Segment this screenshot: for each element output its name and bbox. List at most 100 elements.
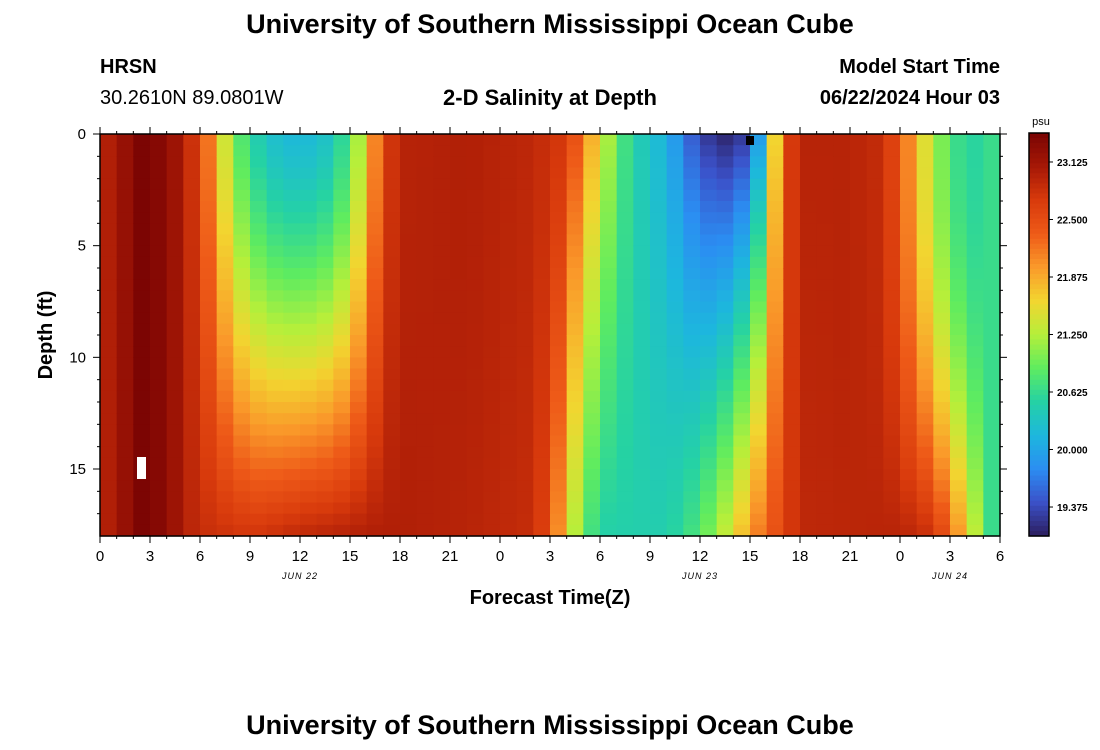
heatmap-cell xyxy=(883,290,901,303)
heatmap-cell xyxy=(266,268,284,280)
heatmap-cell xyxy=(233,379,251,392)
colorbar-segment xyxy=(1029,263,1049,270)
heatmap-cell xyxy=(283,413,301,425)
colorbar-segment xyxy=(1029,344,1049,351)
heatmap-cell xyxy=(283,245,301,258)
heatmap-cell xyxy=(750,167,768,180)
heatmap-cell xyxy=(100,524,118,537)
heatmap-cell xyxy=(383,491,401,504)
heatmap-cell xyxy=(816,145,834,157)
heatmap-cell xyxy=(850,524,868,537)
heatmap-cell xyxy=(883,312,901,325)
heatmap-cell xyxy=(433,256,451,269)
heatmap-cell xyxy=(266,234,284,247)
heatmap-cell xyxy=(983,145,1001,157)
heatmap-cell xyxy=(166,134,184,146)
heatmap-cell xyxy=(700,245,718,258)
heatmap-cell xyxy=(700,446,718,459)
heatmap-cell xyxy=(466,312,484,325)
heatmap-cell xyxy=(950,201,968,213)
heatmap-cell xyxy=(900,156,918,169)
heatmap-cell xyxy=(500,268,518,280)
heatmap-cell xyxy=(216,189,234,202)
colorbar-segment xyxy=(1029,309,1049,315)
heatmap-cell xyxy=(100,156,118,169)
heatmap-cell xyxy=(433,524,451,537)
heatmap-cell xyxy=(900,424,918,437)
heatmap-cell xyxy=(666,268,684,280)
heatmap-cell xyxy=(133,134,151,146)
heatmap-cell xyxy=(116,346,134,358)
heatmap-cell xyxy=(433,201,451,213)
heatmap-cell xyxy=(100,245,118,258)
colorbar-segment xyxy=(1029,193,1049,200)
heatmap-cell xyxy=(933,368,951,381)
heatmap-cell xyxy=(266,145,284,157)
heatmap-cell xyxy=(200,368,218,381)
heatmap-cell xyxy=(666,312,684,325)
heatmap-cell xyxy=(933,234,951,247)
heatmap-cell xyxy=(666,223,684,236)
heatmap-cell xyxy=(116,245,134,258)
heatmap-cell xyxy=(116,312,134,325)
heatmap-cell xyxy=(600,457,618,470)
heatmap-cell xyxy=(950,402,968,414)
heatmap-cell xyxy=(150,513,168,526)
heatmap-cell xyxy=(483,524,501,537)
heatmap-cell xyxy=(233,212,251,224)
heatmap-cell xyxy=(400,223,418,236)
heatmap-cell xyxy=(783,513,801,526)
station-code: HRSN xyxy=(100,56,157,78)
heatmap-cell xyxy=(216,491,234,504)
heatmap-cell xyxy=(833,156,851,169)
heatmap-cell xyxy=(150,379,168,392)
heatmap-cell xyxy=(233,245,251,258)
heatmap-cell xyxy=(400,469,418,481)
heatmap-cell xyxy=(766,524,784,537)
heatmap-cell xyxy=(833,513,851,526)
heatmap-cell xyxy=(983,435,1001,448)
heatmap-cell xyxy=(550,234,568,247)
colorbar-segment xyxy=(1029,445,1049,451)
heatmap-cell xyxy=(150,234,168,247)
heatmap-cell xyxy=(266,167,284,180)
colorbar-segment xyxy=(1029,415,1049,421)
heatmap-cell xyxy=(483,379,501,392)
heatmap-cell xyxy=(333,234,351,247)
heatmap-cell xyxy=(383,167,401,180)
heatmap-cell xyxy=(933,424,951,437)
heatmap-cell xyxy=(983,524,1001,537)
heatmap-cell xyxy=(550,480,568,492)
heatmap-cell xyxy=(500,245,518,258)
heatmap-cell xyxy=(866,189,884,202)
heatmap-cell xyxy=(633,513,651,526)
heatmap-cell xyxy=(533,256,551,269)
heatmap-cell xyxy=(266,368,284,381)
heatmap-cell xyxy=(983,234,1001,247)
heatmap-cell xyxy=(100,402,118,414)
heatmap-cell xyxy=(500,312,518,325)
heatmap-cell xyxy=(150,402,168,414)
heatmap-cell xyxy=(616,379,634,392)
heatmap-cell xyxy=(616,524,634,537)
heatmap-cell xyxy=(200,301,218,314)
heatmap-cell xyxy=(333,435,351,448)
heatmap-cell xyxy=(950,256,968,269)
heatmap-cell xyxy=(833,212,851,224)
heatmap-cell xyxy=(600,145,618,157)
heatmap-cell xyxy=(383,457,401,470)
heatmap-cell xyxy=(500,402,518,414)
heatmap-cell xyxy=(133,290,151,303)
heatmap-cell xyxy=(500,480,518,492)
heatmap-cell xyxy=(433,156,451,169)
heatmap-cell xyxy=(933,513,951,526)
heatmap-cell xyxy=(433,268,451,280)
heatmap-cell xyxy=(916,435,934,448)
heatmap-cell xyxy=(466,346,484,358)
heatmap-cell xyxy=(400,323,418,336)
heatmap-cell xyxy=(500,256,518,269)
heatmap-cell xyxy=(950,346,968,358)
heatmap-cell xyxy=(600,469,618,481)
heatmap-cell xyxy=(433,234,451,247)
heatmap-cell xyxy=(416,457,434,470)
